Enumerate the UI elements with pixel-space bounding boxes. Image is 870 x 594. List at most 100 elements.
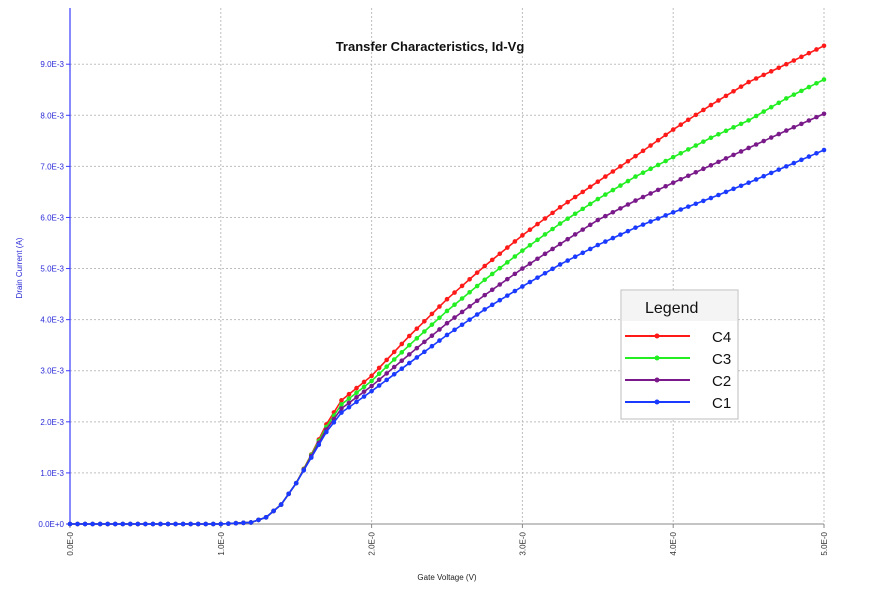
data-point — [738, 121, 744, 127]
data-point — [75, 521, 80, 527]
y-tick-labels: 0.0E+0 1.0E-3 2.0E-3 3.0E-3 4.0E-3 5.0E-3 6.0E… — [38, 60, 64, 529]
data-point — [678, 176, 684, 182]
data-point — [542, 216, 548, 221]
data-point — [633, 225, 638, 230]
data-point — [482, 292, 488, 298]
data-point — [738, 183, 744, 189]
data-point — [746, 118, 751, 123]
data-point — [489, 257, 495, 263]
data-point — [618, 232, 623, 237]
data-point — [346, 391, 352, 397]
data-point — [452, 327, 457, 333]
legend-header — [622, 291, 737, 321]
data-point — [768, 104, 774, 110]
data-point — [437, 327, 442, 332]
data-point — [293, 480, 299, 486]
data-point — [731, 152, 736, 158]
data-point — [308, 455, 314, 460]
data-point — [542, 232, 548, 237]
x-tick-label: 4.0E-0 — [669, 531, 678, 555]
data-point — [422, 349, 427, 355]
data-point — [821, 43, 827, 49]
data-point — [768, 135, 774, 140]
data-point — [158, 521, 163, 527]
data-point — [761, 138, 766, 144]
y-tick-label: 2.0E-3 — [40, 418, 64, 427]
data-point — [354, 385, 359, 391]
legend-item-c1: C1 — [625, 395, 731, 412]
data-point — [444, 320, 450, 326]
data-point — [663, 158, 668, 164]
data-point — [701, 198, 706, 204]
data-point — [339, 402, 344, 407]
data-point — [497, 297, 503, 303]
grid-lines — [70, 8, 825, 524]
data-point — [414, 355, 420, 360]
data-point — [399, 350, 405, 355]
data-point — [482, 307, 488, 312]
data-point — [723, 156, 729, 161]
data-point — [670, 127, 676, 132]
data-point — [384, 357, 389, 363]
data-point — [580, 206, 586, 212]
data-point — [369, 383, 374, 389]
data-point — [655, 162, 661, 168]
data-point — [354, 390, 359, 396]
data-point — [497, 265, 503, 271]
data-point — [361, 384, 367, 390]
x-tick-label: 0.0E-0 — [66, 531, 75, 555]
data-point — [467, 276, 472, 282]
data-point — [693, 170, 699, 175]
data-point — [716, 131, 721, 137]
legend-label: C2 — [712, 373, 731, 390]
data-point — [685, 173, 691, 179]
data-point — [587, 222, 593, 228]
data-point — [587, 201, 593, 207]
data-point — [248, 520, 254, 525]
data-point — [263, 515, 269, 520]
data-point — [143, 521, 148, 527]
data-point — [128, 521, 133, 527]
data-point — [459, 322, 465, 328]
data-point — [791, 58, 797, 63]
x-tick-label: 5.0E-0 — [820, 531, 829, 555]
data-point — [467, 317, 472, 322]
y-tick-label: 8.0E-3 — [40, 111, 64, 120]
data-point — [753, 113, 759, 119]
data-point — [180, 521, 186, 527]
data-point — [625, 158, 631, 164]
data-point — [587, 184, 593, 190]
data-point — [708, 102, 714, 108]
legend-swatch-marker — [654, 399, 660, 405]
data-point — [716, 192, 721, 198]
legend-swatch-marker — [654, 333, 660, 339]
data-point — [806, 118, 812, 123]
data-point — [301, 468, 307, 473]
data-point — [776, 131, 782, 137]
y-tick-label: 4.0E-3 — [40, 316, 64, 325]
data-point — [173, 521, 178, 527]
data-point — [572, 194, 578, 200]
data-point — [685, 147, 691, 152]
data-point — [565, 199, 570, 205]
data-point — [474, 270, 480, 275]
data-point — [746, 180, 751, 186]
data-point — [784, 128, 789, 133]
data-point — [761, 109, 766, 114]
data-point — [391, 372, 397, 377]
data-point — [821, 147, 827, 153]
data-point — [384, 377, 389, 383]
legend-label: C4 — [712, 329, 731, 346]
data-point — [474, 298, 480, 304]
data-point — [233, 520, 239, 526]
data-point — [399, 358, 405, 364]
data-point — [512, 288, 518, 294]
data-point — [603, 239, 608, 244]
data-point — [414, 345, 420, 351]
data-point — [640, 222, 646, 227]
data-point — [535, 237, 540, 243]
data-point — [753, 142, 759, 147]
data-point — [339, 406, 344, 411]
data-point — [505, 245, 510, 250]
data-point — [505, 293, 510, 298]
